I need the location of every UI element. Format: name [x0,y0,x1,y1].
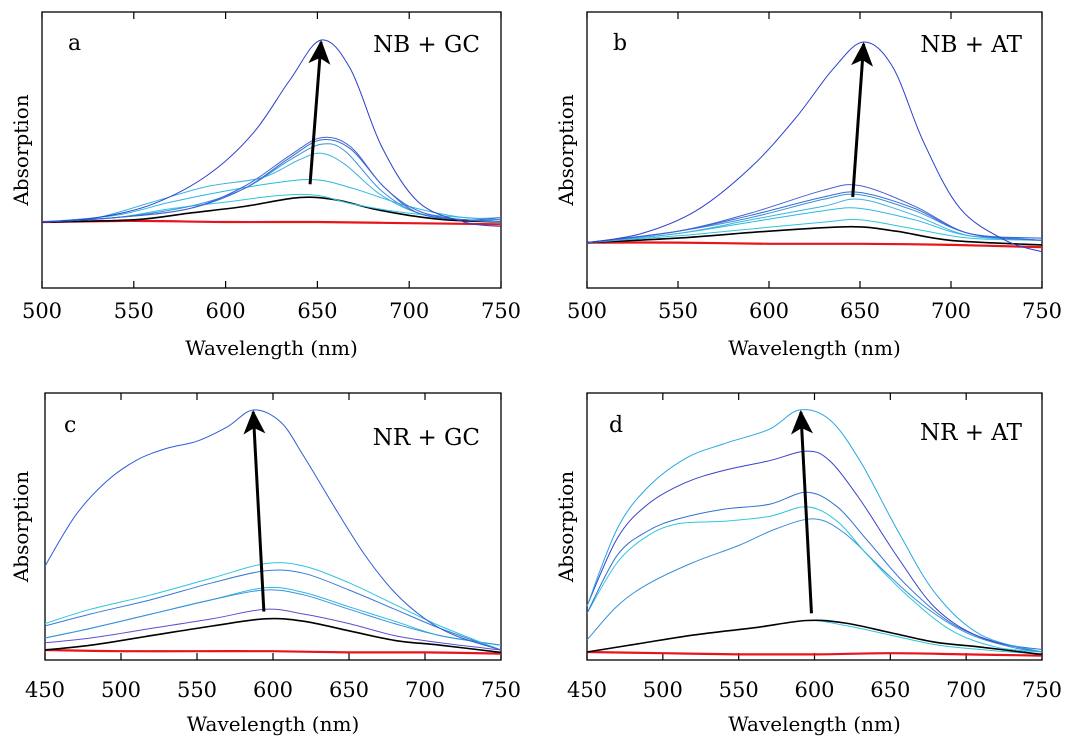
x-axis-title-d: Wavelength (nm) [728,712,901,736]
panel-tag-c: NR + GC [373,425,480,451]
spectrum-line-b-3 [586,218,1043,244]
trend-arrow-c [243,410,266,612]
panel-tag-d: NR + AT [920,420,1023,446]
spectrum-line-d-3 [586,619,1043,656]
x-tick-label-d: 700 [946,678,986,702]
x-tick-label-d: 450 [567,678,607,702]
x-tick-label-d: 550 [719,678,759,702]
y-axis-title-a: Absorption [9,94,33,206]
x-axis-title-c: Wavelength (nm) [187,712,360,736]
x-tick-label-c: 650 [329,678,369,702]
trend-arrow-b [851,42,874,198]
panel-letter-d: d [609,413,623,438]
panel-tag-a: NB + GC [373,32,480,58]
trend-arrow-d [791,410,813,614]
x-ticks-c: 450 500 550 600 650 700 750 [25,393,521,702]
spectrum-line-a-7 [41,139,502,223]
x-tick-label-d: 600 [794,678,834,702]
spectrum-line-b-2 [586,225,1043,246]
panel-letter-b: b [613,31,627,56]
spectrum-line-b-9 [586,41,1043,253]
panel-letter-c: c [64,413,76,438]
x-tick-label-b: 550 [658,299,698,323]
spectrum-line-c-6 [44,569,502,651]
spectrum-line-d-7 [586,450,1043,653]
panel-a: 500 550 600 650 700 750 a NB + GC Absorption … [9,11,521,360]
spectrum-line-a-2 [41,196,502,223]
series-b [586,41,1043,253]
series-c [44,409,502,655]
x-tick-label-c: 750 [481,678,521,702]
panel-c: 450 500 550 600 650 700 750 c NR + GC Absorpti… [9,392,521,736]
x-tick-label-d: 500 [643,678,683,702]
spectrum-line-c-2 [44,617,502,654]
spectrum-line-c-4 [44,586,502,646]
panel-d: 450 500 550 600 650 700 750 d NR + AT Absorpti… [554,392,1062,736]
x-tick-label-b: 650 [840,299,880,323]
plot-frame-b [586,11,1043,289]
y-axis-title-b: Absorption [554,94,578,206]
x-tick-label-c: 550 [177,678,217,702]
x-tick-label-d: 650 [870,678,910,702]
spectrum-line-d-1 [586,650,1043,657]
x-tick-label-c: 600 [253,678,293,702]
spectrum-line-c-7 [44,562,502,651]
y-axis-title-d: Absorption [554,471,578,583]
x-axis-title-b: Wavelength (nm) [728,336,901,360]
spectrum-line-b-8 [586,184,1043,244]
x-tick-label-c: 500 [101,678,141,702]
x-tick-label-a: 650 [297,299,337,323]
x-ticks-a: 500 550 600 650 700 750 [22,12,521,323]
x-axis-title-a: Wavelength (nm) [185,336,358,360]
spectrum-line-a-8 [41,136,502,223]
spectrum-line-c-8 [44,409,502,651]
spectrum-line-d-8 [586,409,1043,653]
x-tick-label-b: 600 [749,299,789,323]
trend-arrow-a [308,40,331,185]
y-axis-title-c: Absorption [9,471,33,583]
x-tick-label-b: 750 [1022,299,1062,323]
panel-letter-a: a [68,31,81,56]
x-ticks-d: 450 500 550 600 650 700 750 [567,393,1062,702]
x-tick-label-c: 700 [405,678,445,702]
x-tick-label-c: 450 [25,678,65,702]
spectrum-line-a-5 [41,152,502,223]
spectrum-line-c-1 [44,648,502,655]
x-tick-label-a: 700 [389,299,429,323]
x-tick-label-a: 550 [114,299,154,323]
series-d [586,409,1043,657]
spectrum-line-a-9 [41,39,502,227]
spectrum-line-c-5 [44,589,502,646]
spectrum-line-d-4 [586,518,1043,653]
panel-tag-b: NB + AT [920,32,1022,58]
x-tick-label-d: 750 [1022,678,1062,702]
spectrum-line-b-6 [586,193,1043,244]
x-tick-label-b: 500 [567,299,607,323]
series-a [41,39,502,227]
x-tick-label-a: 600 [206,299,246,323]
x-tick-label-a: 750 [481,299,521,323]
spectrum-line-d-6 [586,491,1043,651]
spectrum-line-d-2 [586,619,1043,655]
panel-b: 500 550 600 650 700 750 b NB + AT Absorption … [554,11,1062,360]
x-tick-label-b: 700 [931,299,971,323]
spectrum-line-b-5 [586,198,1043,244]
x-ticks-b: 500 550 600 650 700 750 [567,12,1062,323]
spectrum-line-b-1 [586,241,1043,249]
x-tick-label-a: 500 [22,299,62,323]
spectrum-line-c-3 [44,608,502,651]
plot-frame-a [41,11,502,289]
